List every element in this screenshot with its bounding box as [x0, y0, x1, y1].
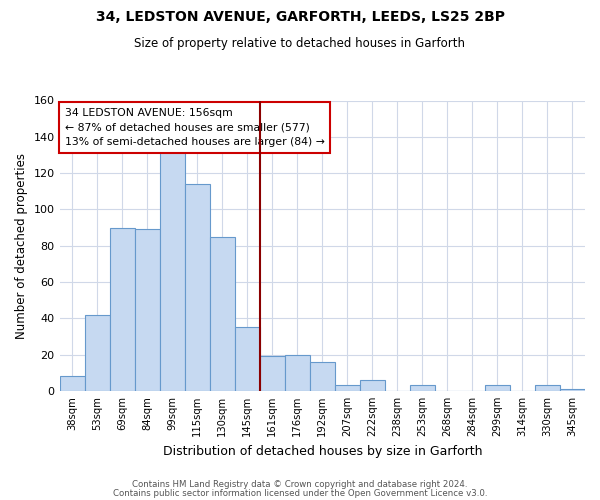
Text: Contains public sector information licensed under the Open Government Licence v3: Contains public sector information licen…: [113, 489, 487, 498]
Bar: [260, 356, 285, 391]
Bar: [335, 386, 360, 391]
Bar: [235, 328, 260, 391]
Bar: [59, 376, 85, 391]
Bar: [310, 362, 335, 391]
Bar: [560, 389, 585, 391]
Text: 34, LEDSTON AVENUE, GARFORTH, LEEDS, LS25 2BP: 34, LEDSTON AVENUE, GARFORTH, LEEDS, LS2…: [95, 10, 505, 24]
Bar: [535, 386, 560, 391]
Bar: [160, 148, 185, 391]
X-axis label: Distribution of detached houses by size in Garforth: Distribution of detached houses by size …: [163, 444, 482, 458]
Text: Size of property relative to detached houses in Garforth: Size of property relative to detached ho…: [134, 38, 466, 51]
Bar: [110, 228, 134, 391]
Bar: [360, 380, 385, 391]
Text: 34 LEDSTON AVENUE: 156sqm
← 87% of detached houses are smaller (577)
13% of semi: 34 LEDSTON AVENUE: 156sqm ← 87% of detac…: [65, 108, 325, 148]
Bar: [134, 230, 160, 391]
Bar: [209, 236, 235, 391]
Bar: [410, 386, 435, 391]
Bar: [85, 314, 110, 391]
Y-axis label: Number of detached properties: Number of detached properties: [15, 152, 28, 338]
Text: Contains HM Land Registry data © Crown copyright and database right 2024.: Contains HM Land Registry data © Crown c…: [132, 480, 468, 489]
Bar: [485, 386, 510, 391]
Bar: [285, 354, 310, 391]
Bar: [185, 184, 209, 391]
